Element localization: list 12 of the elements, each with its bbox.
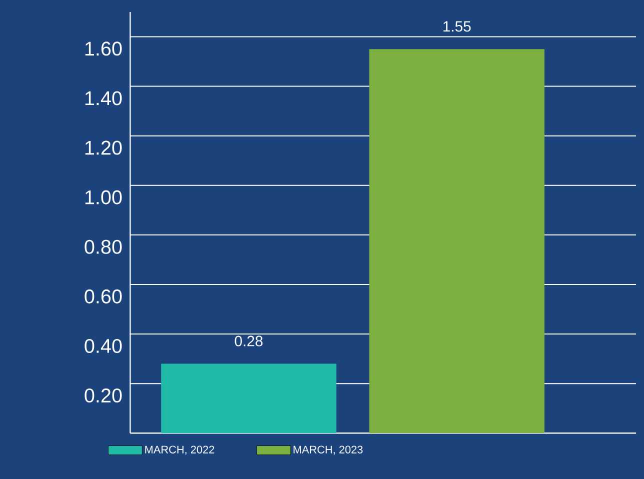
y-tick-label: 0.20: [84, 388, 122, 403]
data-label: 1.55: [443, 21, 471, 32]
y-tick-label: 1.60: [85, 42, 122, 56]
legend-label: MARCH, 2022: [145, 446, 214, 455]
y-tick-label: 0.80: [84, 240, 122, 254]
y-tick-label: 1.00: [85, 190, 122, 204]
legend-label: MARCH, 2023: [294, 446, 363, 455]
y-tick-label: 0.60: [84, 289, 122, 304]
y-tick-label: 0.40: [84, 338, 122, 354]
y-tick-label: 1.20: [85, 140, 122, 155]
data-label: 0.28: [234, 336, 263, 346]
y-tick-label: 1.40: [85, 91, 122, 106]
